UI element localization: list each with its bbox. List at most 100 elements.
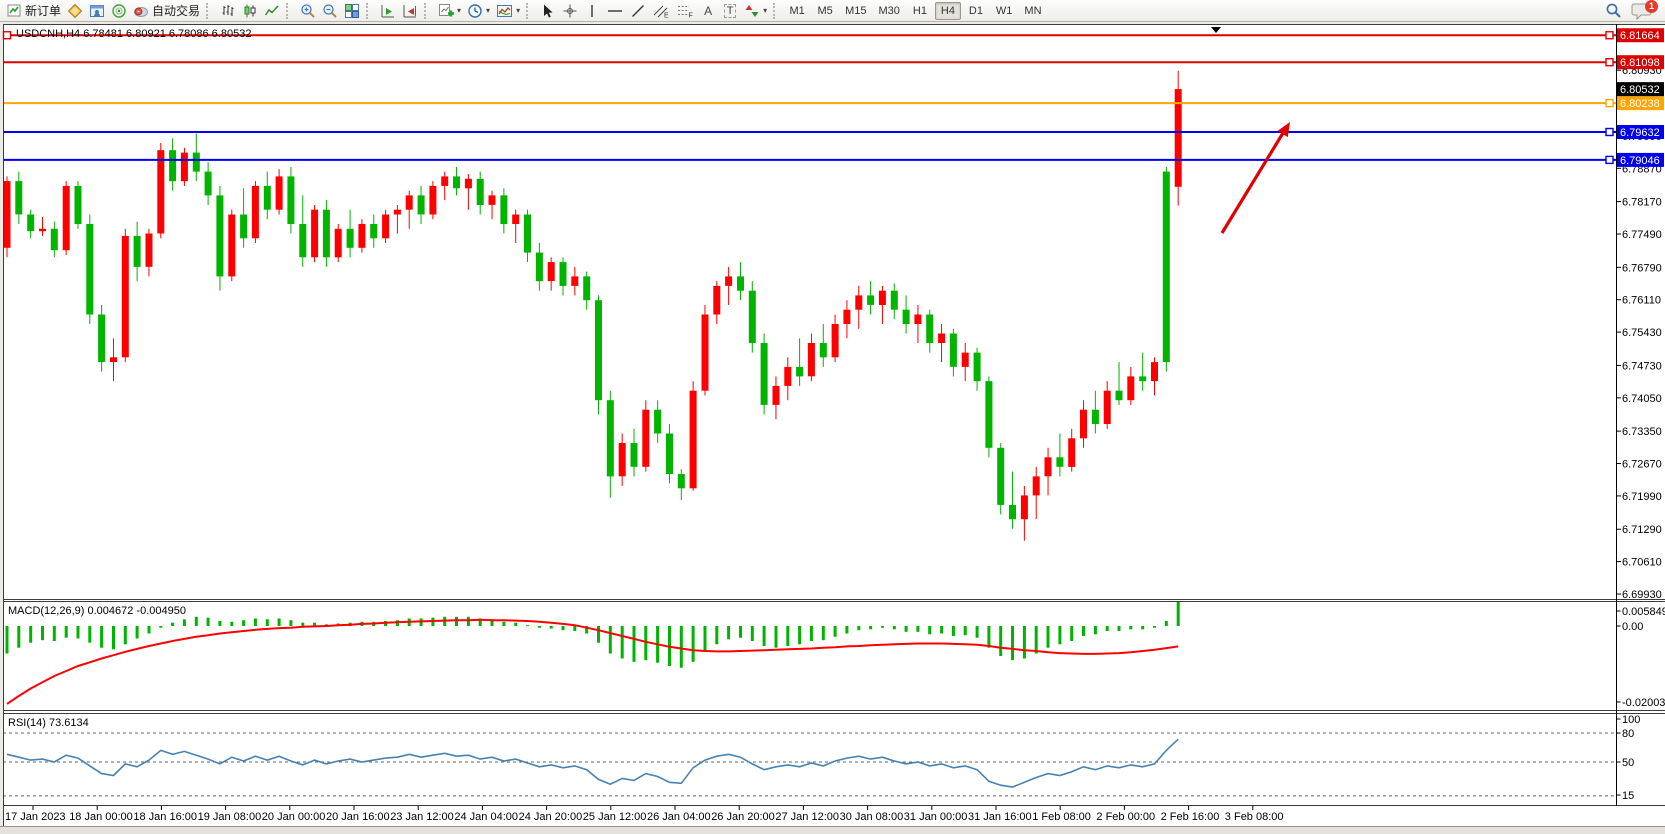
trendline-tool-button[interactable] (627, 1, 649, 21)
dropdown-caret-icon: ▾ (763, 5, 768, 15)
candle (878, 290, 886, 305)
chart-title: USDCNH,H4 6.78481 6.80921 6.78086 6.8053… (16, 28, 251, 40)
candle (902, 309, 910, 324)
candle (737, 276, 744, 291)
candle (961, 352, 969, 367)
zoom-in-button[interactable] (297, 1, 319, 21)
candle (748, 290, 756, 344)
candle (1056, 457, 1064, 467)
macd-bar (1093, 626, 1097, 635)
macd-bar (537, 626, 541, 628)
line-handle[interactable] (1605, 98, 1614, 108)
timeframe-m30-button[interactable]: M30 (874, 2, 905, 20)
timeframe-m15-button[interactable]: M15 (840, 2, 871, 20)
price-chart[interactable]: 6.816106.809306.802506.795506.788706.781… (0, 22, 1665, 834)
vertical-line-tool-button[interactable] (581, 1, 603, 21)
macd-bar (194, 616, 198, 626)
text-label-tool-button[interactable]: T (719, 1, 741, 21)
timeframe-mn-button[interactable]: MN (1019, 2, 1046, 20)
zoom-out-button[interactable] (319, 1, 341, 21)
line-handle[interactable] (1605, 31, 1614, 40)
navigator-button[interactable] (86, 1, 108, 21)
timeframe-d1-button[interactable]: D1 (963, 2, 989, 20)
clock-icon (467, 3, 483, 19)
time-axis-label: 24 Jan 20:00 (519, 811, 583, 823)
macd-bar (1046, 626, 1050, 648)
new-order-button[interactable]: 新订单 (4, 1, 64, 21)
macd-bar (999, 626, 1003, 656)
text-label-tool-icon: T (723, 3, 737, 18)
strategy-tester-button[interactable] (108, 1, 130, 21)
macd-bar (987, 626, 991, 648)
candle (1103, 390, 1111, 424)
equidistant-channel-tool-button[interactable]: E (649, 1, 673, 21)
candle (725, 276, 733, 286)
fibonacci-tool-button[interactable]: F (673, 1, 697, 21)
macd-bar (88, 626, 92, 643)
candle (346, 228, 354, 248)
macd-bar (301, 622, 305, 626)
line-handle[interactable] (1605, 57, 1614, 67)
tile-windows-button[interactable] (341, 1, 363, 21)
chart-shift-marker[interactable] (1211, 27, 1221, 33)
candle (216, 195, 224, 277)
timeframe-w1-button[interactable]: W1 (991, 2, 1018, 20)
macd-signal-line (6, 618, 1179, 705)
trend-arrow-head[interactable] (1277, 122, 1290, 138)
current-price-label (1617, 82, 1664, 97)
macd-bar (52, 626, 56, 641)
zoom-in-icon (300, 3, 316, 19)
macd-bar (277, 618, 281, 626)
cursor-tool-button[interactable] (537, 1, 559, 21)
notifications-button[interactable]: 1 (1631, 0, 1658, 21)
bar-chart-button[interactable] (217, 1, 239, 21)
candle (287, 176, 295, 224)
candle (1020, 495, 1028, 520)
line-chart-button[interactable] (261, 1, 283, 21)
macd-bar (76, 626, 80, 639)
candle (334, 228, 342, 258)
auto-trading-button[interactable]: 自动交易 (130, 1, 203, 21)
arrows-tool-button[interactable]: ▾ (741, 1, 770, 21)
line-handle[interactable] (1605, 155, 1614, 165)
chart-shift-button[interactable] (399, 1, 421, 21)
timeframe-m5-button[interactable]: M5 (812, 2, 838, 20)
line-handle[interactable] (2, 31, 12, 40)
text-tool-button[interactable]: A (697, 1, 719, 21)
macd-bar (715, 626, 719, 645)
crosshair-tool-button[interactable] (559, 1, 581, 21)
trend-arrow[interactable] (1220, 132, 1285, 234)
macd-bar (845, 626, 849, 634)
macd-bar (1022, 626, 1026, 659)
candlestick-chart-button[interactable] (239, 1, 261, 21)
toolbar-separator (286, 2, 293, 19)
timeframe-h1-button[interactable]: H1 (907, 2, 933, 20)
macd-bar (739, 626, 742, 638)
new-chart-button[interactable]: ▾ (435, 1, 464, 21)
macd-bar (1117, 626, 1121, 631)
bar-chart-icon (220, 3, 236, 19)
candle (370, 224, 378, 239)
search-button[interactable] (1602, 1, 1625, 21)
candle (145, 233, 153, 267)
current-price-label-text: 6.80532 (1620, 84, 1660, 96)
macd-bar (64, 626, 68, 638)
periods-button[interactable]: ▾ (464, 1, 493, 21)
horizontal-line-tool-button[interactable] (603, 1, 627, 21)
candle (417, 195, 425, 215)
line-price-label (1617, 152, 1664, 167)
line-handle[interactable] (1605, 127, 1614, 137)
timeframe-h4-button[interactable]: H4 (934, 1, 961, 20)
market-watch-button[interactable] (64, 1, 86, 21)
vertical-line-icon (587, 3, 597, 19)
line-price-label (1617, 96, 1664, 111)
templates-button[interactable]: ▾ (493, 1, 523, 21)
time-axis-label: 31 Jan 00:00 (904, 811, 968, 823)
price-tick-label: 6.76110 (1622, 295, 1661, 307)
candles (3, 70, 1182, 541)
price-tick-label: 6.74050 (1622, 393, 1662, 405)
macd-bar (608, 626, 612, 654)
candle (500, 195, 508, 224)
auto-scroll-button[interactable] (377, 1, 399, 21)
timeframe-m1-button[interactable]: M1 (784, 2, 810, 20)
